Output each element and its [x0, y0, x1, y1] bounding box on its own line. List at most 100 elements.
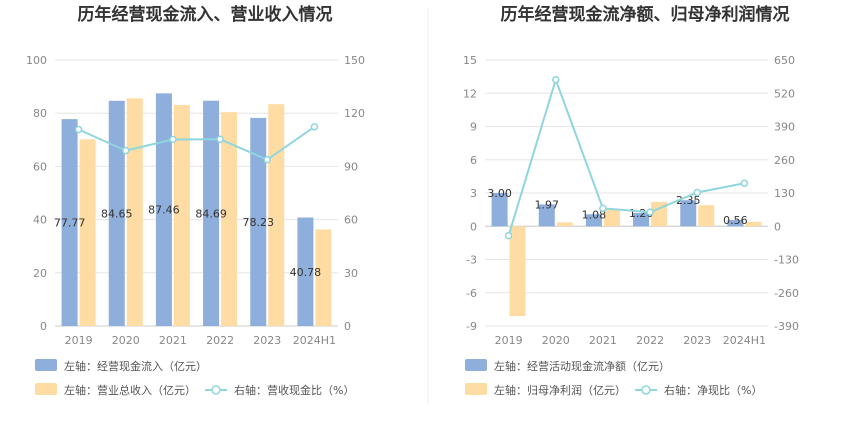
chart1-line-point	[216, 135, 224, 144]
chart2-y-right-tick-label: -390	[774, 320, 799, 333]
chart2-line-point	[646, 208, 654, 216]
chart2-legend-swatch-line-marker	[641, 385, 651, 395]
chart2-y-left-tick-label: 15	[463, 54, 477, 67]
chart2-y-left-tick-label: 12	[463, 87, 477, 100]
chart1-legend-swatch-line-marker	[211, 385, 221, 395]
chart1-title: 历年经营现金流入、营业收入情况	[78, 4, 333, 25]
chart2-y-left-tick-label: 9	[470, 121, 477, 134]
chart1-y-right-tick-label: 30	[344, 267, 358, 280]
chart2-y-right-tick-label: 520	[774, 87, 795, 100]
chart1-y-left-tick-label: 60	[33, 160, 47, 173]
chart2-x-tick-label: 2021	[589, 334, 617, 347]
chart2-bar-primary	[633, 212, 650, 227]
chart2-y-right-tick-label: 130	[774, 187, 795, 200]
chart1-data-label: 84.69	[195, 207, 227, 220]
chart1-legend-label-primary: 左轴：经营现金流入（亿元）	[64, 359, 207, 373]
chart1-bar-secondary	[221, 112, 238, 326]
chart1-y-right-tick-label: 60	[344, 214, 358, 227]
chart1-bar-secondary	[126, 98, 143, 326]
chart2-data-label: 0.56	[723, 214, 748, 227]
chart1-line-point	[169, 135, 177, 144]
chart2-legend-label-primary: 左轴：经营活动现金流净额（亿元）	[494, 359, 670, 373]
chart2-bar-primary	[491, 193, 508, 227]
chart1-data-label: 84.65	[101, 207, 133, 220]
chart1-legend-swatch-secondary	[35, 383, 57, 395]
chart2-y-right-tick-label: 0	[774, 220, 781, 233]
chart1-y-left-tick-label: 20	[33, 267, 47, 280]
chart2-series-line	[507, 76, 745, 237]
chart1-bar-primary	[61, 119, 78, 326]
chart1-bar-secondary	[79, 139, 96, 326]
chart1-data-label: 77.77	[54, 217, 86, 230]
chart1-x-tick-label: 2023	[253, 334, 281, 347]
chart1-y-right-tick-label: 120	[344, 107, 365, 120]
chart2-x-tick-label: 2024H1	[723, 334, 766, 347]
chart2-line-point	[740, 179, 749, 188]
chart2-legend-swatch-secondary	[465, 383, 487, 395]
chart1-bar-primary	[108, 100, 125, 327]
chart2-line-point	[599, 204, 607, 213]
chart1-x-tick-label: 2021	[159, 334, 187, 347]
chart1-data-label: 87.46	[148, 204, 180, 217]
chart2-y-right-tick-label: 260	[774, 154, 795, 167]
chart2-bar-primary	[680, 200, 697, 227]
chart2-line-point	[552, 75, 560, 84]
chart1-x-tick-label: 2024H1	[293, 334, 336, 347]
chart1-y-left-tick-label: 0	[40, 320, 47, 333]
chart2-y-left-tick-label: 6	[470, 154, 477, 167]
chart1-y-right-tick-label: 90	[344, 160, 358, 173]
chart2-bar-secondary	[509, 226, 526, 317]
chart1-line-point	[122, 146, 130, 155]
chart1-x-tick-label: 2019	[65, 334, 93, 347]
chart1-bar-secondary	[173, 104, 190, 326]
chart2-x-tick-label: 2023	[683, 334, 711, 347]
chart2-y-left-tick-label: 0	[470, 220, 477, 233]
chart1-y-right-tick-label: 150	[344, 54, 365, 67]
chart2-y-left-tick-label: -9	[466, 320, 477, 333]
chart2-x-tick-label: 2022	[636, 334, 664, 347]
chart2-y-right-tick-label: 390	[774, 121, 795, 134]
chart1-series-line	[78, 126, 315, 161]
chart2-legend-label-secondary: 左轴：归母净利润（亿元）	[494, 383, 626, 397]
chart2-legend-label-line: 右轴：净现比（%）	[664, 383, 762, 397]
chart2-legend-swatch-primary	[465, 359, 487, 371]
chart2-y-right-tick-label: -130	[774, 254, 799, 267]
chart2-x-tick-label: 2020	[542, 334, 570, 347]
chart2-line-point	[693, 188, 701, 197]
chart2-data-label: 1.97	[535, 198, 560, 211]
chart1-bar-primary	[203, 100, 220, 326]
chart1-line-point	[263, 155, 271, 164]
chart2-y-left-tick-label: -3	[466, 254, 477, 267]
chart2-data-label: 1.08	[582, 208, 607, 221]
chart2-title: 历年经营现金流净额、归母净利润情况	[501, 4, 790, 25]
chart2-y-left-tick-label: -6	[466, 287, 477, 300]
chart1-y-right-tick-label: 0	[344, 320, 351, 333]
chart1-x-tick-label: 2020	[112, 334, 140, 347]
chart1-bar-primary	[155, 93, 172, 326]
chart2-bar-primary	[727, 220, 744, 227]
chart2-data-label: 3.00	[487, 187, 512, 200]
chart1-line-point	[310, 123, 319, 131]
chart1-line-point	[74, 125, 83, 134]
chart1-x-tick-label: 2022	[206, 334, 234, 347]
chart2-x-tick-label: 2019	[495, 334, 523, 347]
chart2-data-label: 2.35	[676, 194, 701, 207]
chart2-bar-secondary	[603, 209, 620, 227]
chart1-y-left-tick-label: 100	[26, 54, 47, 67]
chart2-bar-primary	[585, 214, 602, 227]
chart2-bar-secondary	[556, 222, 573, 227]
chart1-bar-primary	[250, 117, 267, 326]
chart1-data-label: 78.23	[243, 216, 275, 229]
chart2-bar-secondary	[745, 221, 762, 227]
chart1-y-left-tick-label: 80	[33, 107, 47, 120]
chart2-y-right-tick-label: -260	[774, 287, 799, 300]
chart1-legend-swatch-primary	[35, 359, 57, 371]
chart1-bar-secondary	[268, 104, 285, 326]
chart2-bar-secondary	[651, 201, 668, 227]
chart1-legend-label-secondary: 左轴：营业总收入（亿元）	[64, 383, 196, 397]
chart1-y-left-tick-label: 40	[33, 214, 47, 227]
chart2-y-right-tick-label: 650	[774, 54, 795, 67]
chart1-legend-label-line: 右轴：营收现金比（%）	[234, 383, 354, 397]
chart1-data-label: 40.78	[290, 266, 322, 279]
